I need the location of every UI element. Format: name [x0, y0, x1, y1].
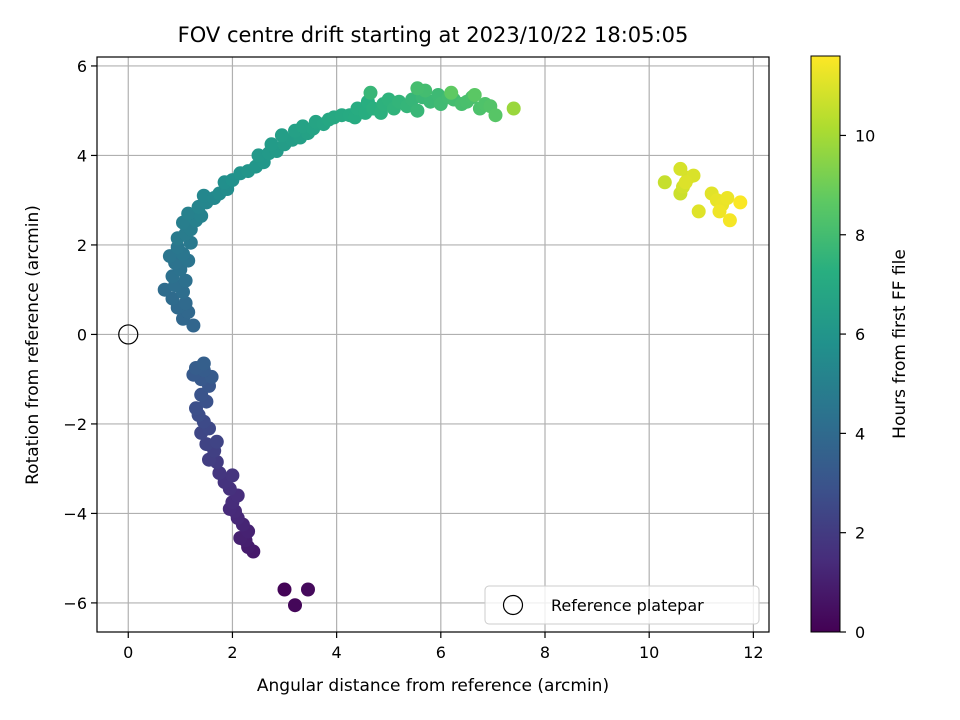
data-point	[288, 598, 302, 613]
x-tick-label: 4	[332, 643, 342, 662]
data-point	[720, 191, 735, 205]
data-point	[186, 318, 201, 333]
reference-marker-layer	[118, 324, 139, 345]
data-point	[181, 206, 196, 221]
data-point	[657, 175, 672, 190]
colorbar-tick-label: 2	[855, 524, 865, 543]
chart-title: FOV centre drift starting at 2023/10/22 …	[178, 23, 689, 47]
grid-lines	[97, 57, 769, 632]
y-tick-label: 2	[77, 236, 87, 255]
colorbar-gradient	[810, 55, 841, 633]
data-point	[264, 137, 279, 152]
data-point	[712, 204, 727, 219]
reference-platepar-marker	[118, 324, 139, 345]
colorbar-ticks: 0 2 4 6 8 10	[840, 126, 875, 642]
x-tick-label: 0	[123, 643, 133, 662]
data-point	[274, 128, 289, 143]
data-point	[673, 161, 688, 176]
colorbar: 0 2 4 6 8 10 Hours from first FF file	[810, 55, 910, 642]
y-tick-label: −6	[63, 594, 87, 613]
data-point	[506, 101, 521, 116]
legend-marker-reference	[502, 594, 524, 616]
data-point	[199, 437, 214, 452]
data-point	[363, 85, 378, 100]
x-axis-label: Angular distance from reference (arcmin)	[257, 676, 609, 696]
data-point	[251, 148, 266, 163]
data-point	[733, 195, 748, 210]
data-point	[410, 103, 425, 118]
colorbar-label: Hours from first FF file	[890, 249, 910, 439]
data-point	[444, 85, 459, 100]
colorbar-tick-label: 8	[855, 226, 865, 245]
data-point	[301, 582, 315, 597]
data-point	[295, 119, 310, 134]
x-tick-label: 8	[540, 643, 550, 662]
data-point	[196, 356, 211, 371]
legend: Reference platepar	[484, 585, 760, 625]
data-point	[691, 204, 706, 219]
y-tick-label: 4	[77, 146, 87, 165]
y-tick-label: −4	[63, 504, 87, 523]
colorbar-tick-label: 10	[855, 126, 875, 145]
data-point	[212, 466, 227, 481]
data-point	[488, 108, 503, 123]
y-tick-label: 0	[77, 325, 87, 344]
data-point	[225, 468, 240, 483]
x-tick-label: 12	[743, 643, 763, 662]
legend-label-reference: Reference platepar	[551, 596, 704, 615]
data-point	[277, 582, 292, 597]
data-point	[467, 88, 482, 102]
data-point	[209, 434, 224, 449]
colorbar-tick-label: 6	[855, 325, 865, 344]
data-point	[196, 188, 211, 203]
x-tick-label: 10	[639, 643, 659, 662]
colorbar-tick-label: 0	[855, 623, 865, 642]
data-point	[410, 81, 425, 96]
y-axis-label: Rotation from reference (arcmin)	[23, 205, 43, 485]
data-point	[678, 175, 693, 190]
data-point	[178, 273, 193, 288]
data-point	[405, 92, 420, 107]
x-axis-ticks: 0 2 4 6 8 10 12	[123, 632, 764, 662]
x-tick-label: 6	[436, 643, 446, 662]
data-point	[722, 213, 737, 228]
data-points	[157, 81, 748, 613]
x-tick-label: 2	[227, 643, 237, 662]
colorbar-tick-label: 4	[855, 424, 865, 443]
y-tick-label: 6	[77, 57, 87, 76]
plot-frame	[96, 56, 770, 633]
y-tick-label: −2	[63, 415, 87, 434]
y-axis-ticks: −6 −4 −2 0 2 4 6	[63, 57, 97, 613]
legend-box	[484, 585, 760, 625]
data-point	[189, 401, 203, 416]
data-point	[178, 296, 193, 311]
